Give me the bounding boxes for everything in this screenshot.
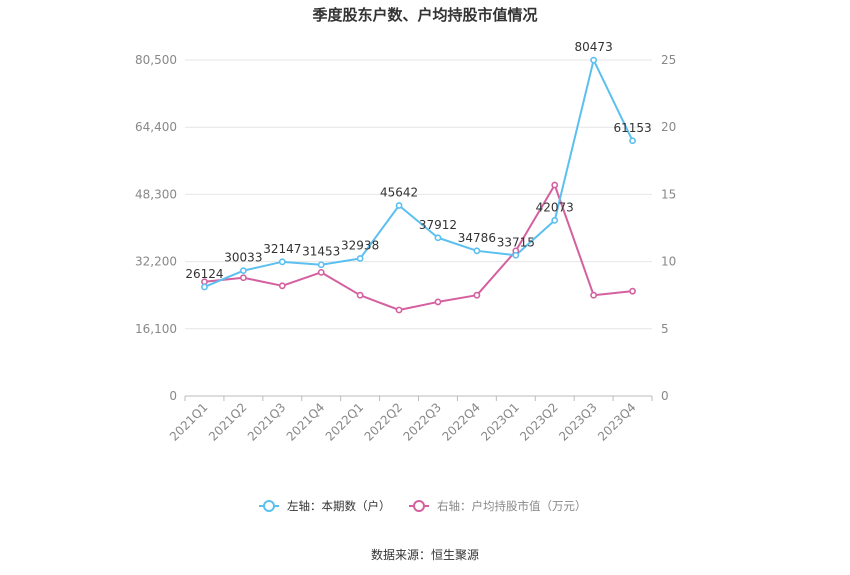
data-point-right: [473, 291, 481, 299]
data-point-left: [201, 283, 208, 291]
x-tick-label: 2021Q1: [167, 400, 211, 444]
x-tick-label: 2023Q4: [595, 400, 639, 444]
data-label: 31453: [302, 245, 340, 259]
right-axis-ticks: 0 5 10 15 20 25: [661, 53, 676, 403]
series-line-right: [204, 183, 633, 311]
x-tick-label: 2023Q1: [478, 400, 522, 444]
data-point-right: [395, 306, 403, 314]
left-tick-label: 32,200: [135, 255, 177, 269]
x-tick-label: 2022Q2: [362, 400, 406, 444]
left-tick-label: 48,300: [135, 187, 177, 201]
series-line-left: [204, 59, 634, 288]
right-tick-label: 10: [661, 255, 676, 269]
left-tick-label: 0: [169, 389, 177, 403]
series-points: [201, 56, 636, 314]
left-axis-ticks: 0 16,100 32,200 48,300 64,400 80,500: [135, 53, 177, 403]
x-tick-label: 2021Q4: [284, 400, 328, 444]
data-label: 80473: [575, 40, 613, 54]
legend-label: 左轴：本期数（户）: [287, 499, 391, 513]
data-point-left: [356, 255, 364, 262]
data-label: 30033: [224, 251, 262, 265]
legend-swatch-marker: [263, 500, 275, 512]
legend-item-right: 右轴：户均持股市值（万元）: [409, 499, 587, 513]
data-point-left: [629, 137, 636, 145]
x-tick-label: 2023Q2: [517, 400, 561, 444]
x-tick-label: 2021Q3: [245, 400, 289, 444]
data-label: 26124: [185, 267, 223, 281]
series-lines: [204, 59, 634, 311]
data-point-left: [317, 261, 325, 269]
data-point-left: [278, 258, 286, 266]
data-point-right: [317, 268, 325, 276]
data-label: 42073: [536, 200, 574, 214]
left-tick-label: 80,500: [135, 53, 177, 67]
data-label: 32938: [341, 239, 379, 253]
data-label: 32147: [263, 242, 301, 256]
data-label: 45642: [380, 185, 418, 199]
right-tick-label: 0: [661, 389, 669, 403]
legend: 左轴：本期数（户） 右轴：户均持股市值（万元）: [259, 499, 587, 513]
data-point-right: [590, 291, 598, 299]
chart-title: 季度股东户数、户均持股市值情况: [312, 6, 538, 24]
data-point-right: [356, 291, 364, 299]
left-tick-label: 64,400: [135, 120, 177, 134]
x-tick-label: 2022Q4: [439, 400, 483, 444]
data-label: 61153: [613, 121, 651, 135]
left-tick-label: 16,100: [135, 322, 177, 336]
data-point-left: [395, 202, 403, 209]
right-tick-label: 25: [661, 53, 676, 67]
data-point-right: [434, 298, 442, 306]
x-tick-label: 2022Q1: [323, 400, 367, 444]
legend-item-left: 左轴：本期数（户）: [259, 499, 391, 513]
x-tick-label: 2022Q3: [401, 400, 445, 444]
data-point-right: [629, 287, 636, 295]
right-tick-label: 15: [661, 187, 676, 201]
right-tick-label: 20: [661, 120, 676, 134]
data-point-left: [590, 56, 598, 64]
data-point-right: [239, 274, 247, 282]
right-tick-label: 5: [661, 322, 669, 336]
data-point-left: [512, 251, 520, 259]
data-point-right: [278, 282, 286, 290]
x-tick-label: 2023Q3: [556, 400, 600, 444]
x-axis-ticks: 2021Q12021Q22021Q32021Q42022Q12022Q22022…: [167, 396, 653, 444]
data-point-left: [239, 267, 247, 275]
source-note: 数据来源：恒生聚源: [370, 548, 479, 562]
data-point-left: [473, 247, 481, 255]
data-label: 33715: [497, 235, 535, 249]
legend-label: 右轴：户均持股市值（万元）: [437, 499, 587, 513]
data-point-right: [551, 181, 559, 189]
data-point-left: [434, 234, 442, 242]
data-point-left: [551, 216, 559, 224]
x-tick-label: 2021Q2: [206, 400, 250, 444]
legend-swatch-marker: [413, 500, 425, 512]
data-label: 37912: [419, 218, 457, 232]
data-label: 34786: [458, 231, 496, 245]
